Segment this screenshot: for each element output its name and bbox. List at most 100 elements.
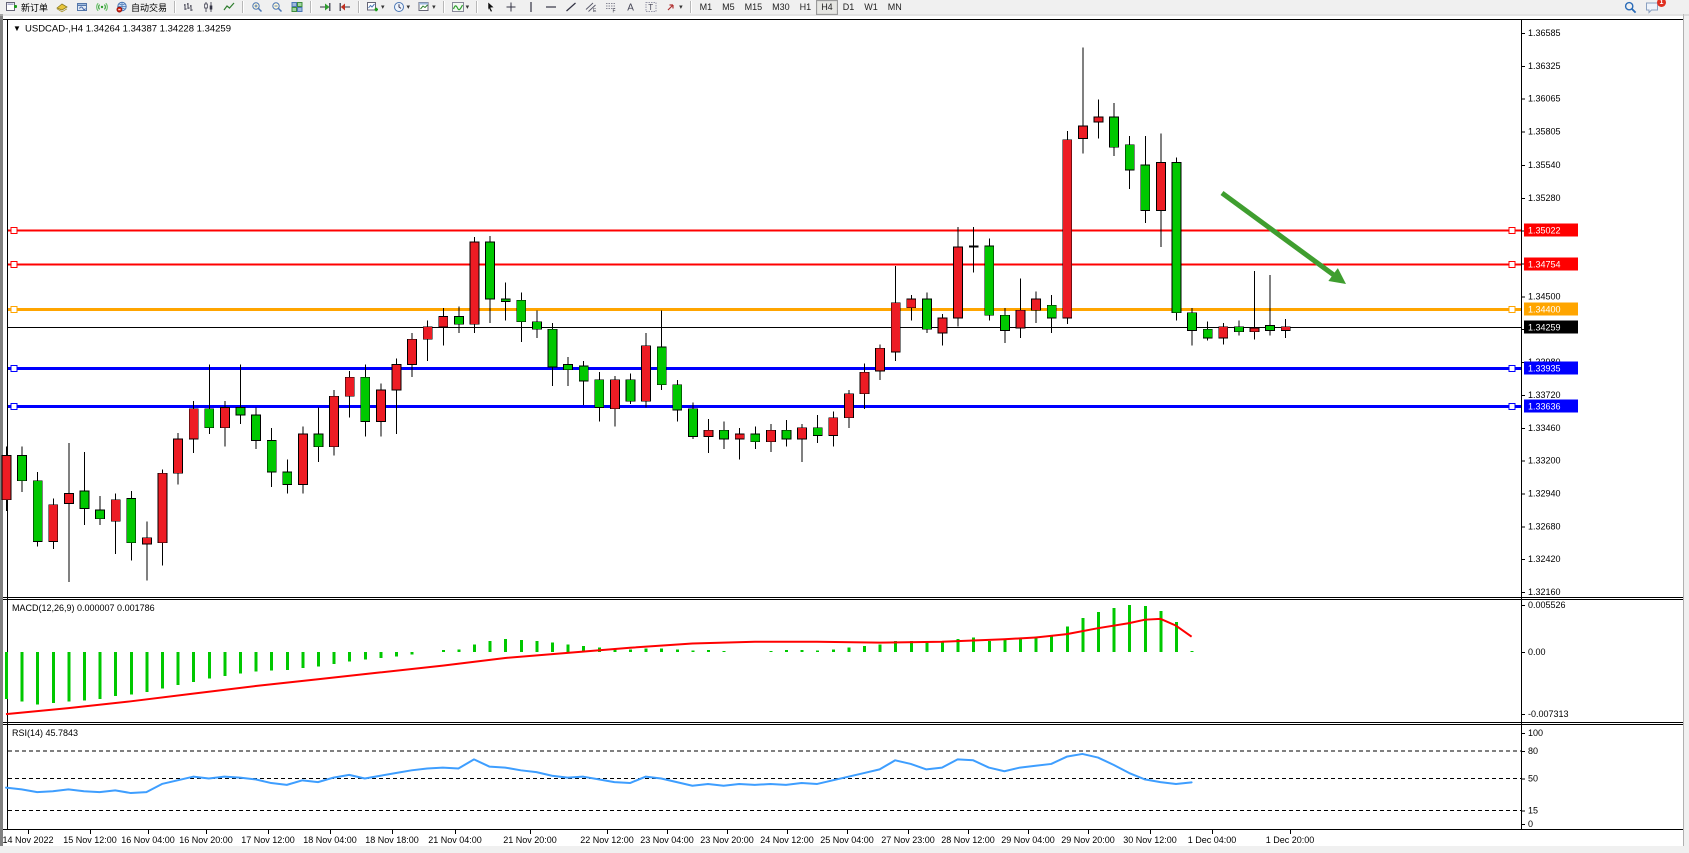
- line-handle[interactable]: [10, 227, 18, 234]
- line-handle[interactable]: [10, 306, 18, 313]
- price-lines-layer[interactable]: [8, 227, 1521, 410]
- periodicity-button[interactable]: ▾: [390, 0, 414, 15]
- candle-body: [422, 326, 433, 340]
- timeframe-w1-button[interactable]: W1: [864, 1, 878, 12]
- timeframe-h1-button[interactable]: H1: [799, 1, 812, 12]
- signal-icon: [96, 1, 108, 13]
- auto-scroll-button[interactable]: [316, 0, 334, 15]
- timeframe-h4-button[interactable]: H4: [816, 0, 838, 15]
- collapse-triangle-icon[interactable]: ▼: [13, 24, 21, 33]
- market-watch-button[interactable]: [53, 0, 71, 15]
- svg-text:F: F: [613, 9, 616, 14]
- toolbar-separator: [242, 1, 245, 13]
- bar-chart-button[interactable]: [180, 0, 198, 15]
- trendline-icon: [565, 1, 577, 13]
- candle-body: [64, 493, 74, 504]
- line-chart-icon: [223, 1, 235, 13]
- templates-button[interactable]: ▾: [415, 0, 439, 15]
- candle-body: [48, 504, 59, 542]
- candle-body: [656, 346, 667, 386]
- horizontal-line-icon: [545, 1, 557, 13]
- svg-text:T: T: [648, 3, 653, 12]
- candle-body: [578, 365, 589, 382]
- chevron-down-icon[interactable]: ▾: [406, 4, 411, 11]
- tile-windows-button[interactable]: [288, 0, 306, 15]
- trend-arrow-head[interactable]: [1328, 268, 1346, 284]
- price-tick-label: 1.36065: [1528, 94, 1561, 104]
- horizontal-line-button[interactable]: [542, 0, 560, 15]
- line-handle[interactable]: [10, 403, 18, 410]
- cursor-button[interactable]: [482, 0, 500, 15]
- price-tick-label: 1.36325: [1528, 61, 1561, 71]
- templates-icon: [418, 1, 430, 13]
- chart-window[interactable]: 1.36585 1.36325 1.36065 1.35805 1.35540 1.352…: [0, 14, 1689, 853]
- new-order-icon: [6, 1, 18, 13]
- rsi-label: RSI(14) 45.7843: [12, 728, 78, 738]
- chevron-down-icon[interactable]: ▾: [381, 4, 385, 11]
- timeframe-m30-button[interactable]: M30: [772, 1, 790, 12]
- new-order-button[interactable]: 新订单: [3, 0, 51, 15]
- text-button[interactable]: A: [622, 0, 640, 15]
- price-chart[interactable]: 1.36585 1.36325 1.36065 1.35805 1.35540 1.352…: [0, 14, 1689, 853]
- vertical-line-icon: [525, 1, 537, 13]
- candle-body: [1156, 162, 1166, 211]
- timeframe-mn-button[interactable]: MN: [887, 1, 902, 12]
- candle-body: [485, 241, 496, 300]
- timeframe-m5-button[interactable]: M5: [722, 1, 735, 12]
- timeframe-m15-button[interactable]: M15: [744, 1, 763, 12]
- line-handle[interactable]: [1508, 227, 1516, 234]
- fibonacci-button[interactable]: F: [602, 0, 620, 15]
- equidistant-channel-button[interactable]: E: [582, 0, 600, 15]
- timeframe-d1-button[interactable]: D1: [842, 1, 855, 12]
- line-handle[interactable]: [1508, 365, 1516, 372]
- tile-windows-icon: [291, 1, 303, 13]
- time-tick-label: 28 Nov 12:00: [941, 835, 995, 845]
- text-label-button[interactable]: T: [642, 0, 660, 15]
- rsi-tick-label: 80: [1528, 746, 1538, 756]
- candle-body: [1265, 325, 1275, 331]
- candle-body: [1187, 312, 1197, 331]
- time-axis[interactable]: 14 Nov 2022 15 Nov 12:00 16 Nov 04:00 16 No…: [2, 830, 1314, 845]
- line-chart-button[interactable]: [220, 0, 238, 15]
- line-handle[interactable]: [10, 261, 18, 268]
- svg-text:A: A: [627, 3, 634, 14]
- chevron-down-icon[interactable]: ▾: [465, 4, 470, 11]
- line-handle[interactable]: [1508, 403, 1516, 410]
- candle-body: [1140, 164, 1151, 211]
- chevron-down-icon[interactable]: ▾: [679, 4, 683, 11]
- new-chart-button[interactable]: ▾: [364, 0, 388, 15]
- data-window-icon: [76, 1, 88, 13]
- trendline-button[interactable]: [562, 0, 580, 15]
- autotrading-button[interactable]: 自动交易: [113, 0, 170, 15]
- candle-body: [984, 245, 995, 316]
- line-handle[interactable]: [1508, 261, 1516, 268]
- price-badge-label: 1.33636: [1528, 402, 1561, 412]
- chevron-down-icon[interactable]: ▾: [432, 4, 436, 11]
- data-window-button[interactable]: [73, 0, 91, 15]
- zoom-in-button[interactable]: [248, 0, 266, 15]
- line-handle[interactable]: [1508, 306, 1516, 313]
- line-handle[interactable]: [10, 365, 18, 372]
- arrows-button[interactable]: ▾: [662, 0, 686, 15]
- candlestick-chart-button[interactable]: [200, 0, 218, 15]
- timeframe-m1-button[interactable]: M1: [699, 1, 713, 12]
- rsi-tick-label: 100: [1528, 728, 1543, 738]
- candle-body: [594, 379, 605, 408]
- price-badge: [1524, 361, 1578, 375]
- candle-body: [1218, 326, 1229, 339]
- candles-layer: [1, 47, 1291, 582]
- search-button[interactable]: [1621, 0, 1640, 15]
- price-badge-label: 1.34400: [1528, 305, 1561, 315]
- rsi-panel: 100 80 50 15 0 RSI(14) 45.7843: [5, 728, 1543, 829]
- indicators-button[interactable]: ▾: [449, 0, 473, 15]
- rsi-line: [5, 752, 1193, 795]
- trend-arrow-line[interactable]: [1220, 190, 1338, 279]
- chart-shift-button[interactable]: [336, 0, 354, 15]
- zoom-out-button[interactable]: [268, 0, 286, 15]
- vertical-line-button[interactable]: [522, 0, 540, 15]
- chart-title: ▼ USDCAD-,H4 1.34264 1.34387 1.34228 1.34…: [13, 24, 231, 35]
- chat-button[interactable]: 1: [1642, 0, 1666, 15]
- crosshair-button[interactable]: [502, 0, 520, 15]
- signal-button[interactable]: [93, 0, 111, 15]
- autotrading-icon: [116, 1, 128, 13]
